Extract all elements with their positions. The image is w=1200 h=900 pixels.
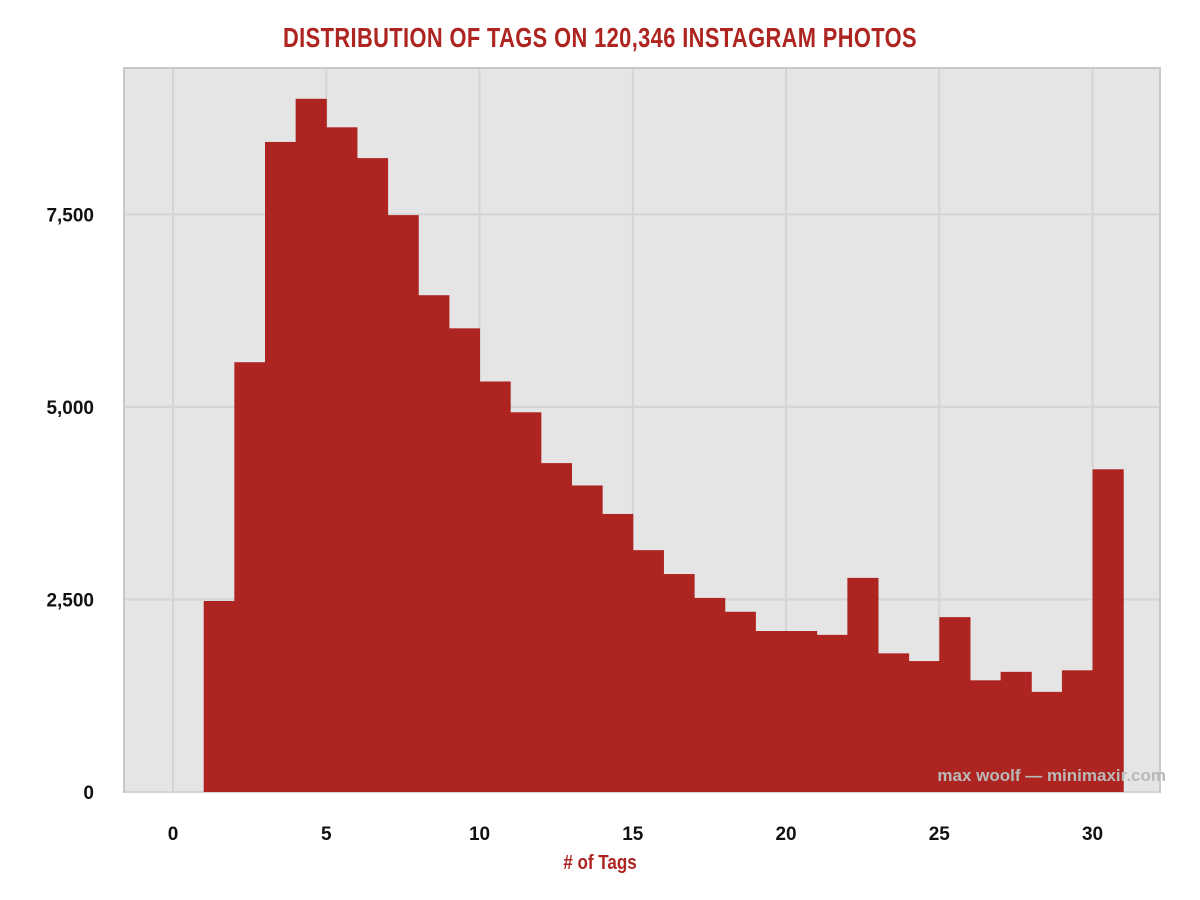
y-axis-ticks: 0 2,500 5,000 7,500 — [46, 205, 94, 804]
y-tick-label: 2,500 — [46, 590, 94, 611]
x-tick-label: 20 — [775, 824, 796, 845]
histogram-bar — [1061, 670, 1094, 792]
histogram-bar — [878, 653, 910, 792]
histogram-bar — [1031, 691, 1063, 792]
histogram-bars — [203, 98, 1124, 793]
x-tick-label: 25 — [929, 824, 951, 845]
x-axis-label: # of Tags — [563, 852, 637, 874]
histogram-bar — [234, 362, 266, 792]
histogram-bar — [203, 600, 235, 792]
x-axis-ticks: 0 5 10 15 20 25 30 — [168, 824, 1103, 845]
histogram-bar — [295, 98, 327, 792]
histogram-bar — [694, 597, 726, 792]
histogram-bar — [632, 550, 664, 792]
histogram-bar — [356, 158, 389, 793]
histogram-bar — [847, 577, 879, 792]
chart-title: DISTRIBUTION OF TAGS ON 120,346 INSTAGRA… — [283, 22, 917, 53]
histogram-bar — [816, 634, 848, 792]
histogram-bar — [724, 611, 756, 792]
histogram-bar — [1092, 469, 1124, 792]
histogram-bar — [786, 631, 818, 792]
histogram-bar — [571, 485, 603, 792]
x-tick-label: 30 — [1082, 824, 1103, 845]
y-tick-label: 0 — [83, 783, 94, 804]
histogram-bar — [479, 381, 511, 792]
y-tick-label: 7,500 — [46, 205, 94, 226]
x-tick-label: 15 — [622, 824, 644, 845]
watermark-credit: max woolf — minimaxir.com — [937, 766, 1166, 785]
histogram-bar — [969, 680, 1002, 792]
histogram-bar — [540, 463, 573, 792]
histogram-bar — [939, 617, 971, 792]
histogram-bar — [387, 215, 419, 792]
histogram-bar — [602, 513, 634, 792]
x-tick-label: 10 — [469, 824, 490, 845]
y-tick-label: 5,000 — [46, 398, 94, 419]
histogram-bar — [908, 661, 940, 792]
histogram-bar — [448, 328, 481, 792]
x-tick-label: 0 — [168, 824, 179, 845]
histogram-bar — [264, 141, 297, 792]
x-tick-label: 5 — [321, 824, 332, 845]
histogram-bar — [1000, 671, 1032, 792]
histogram-bar — [663, 574, 695, 792]
histogram-bar — [418, 295, 450, 792]
histogram-bar — [326, 127, 358, 792]
histogram-bar — [755, 631, 787, 792]
histogram-bar — [510, 412, 542, 792]
